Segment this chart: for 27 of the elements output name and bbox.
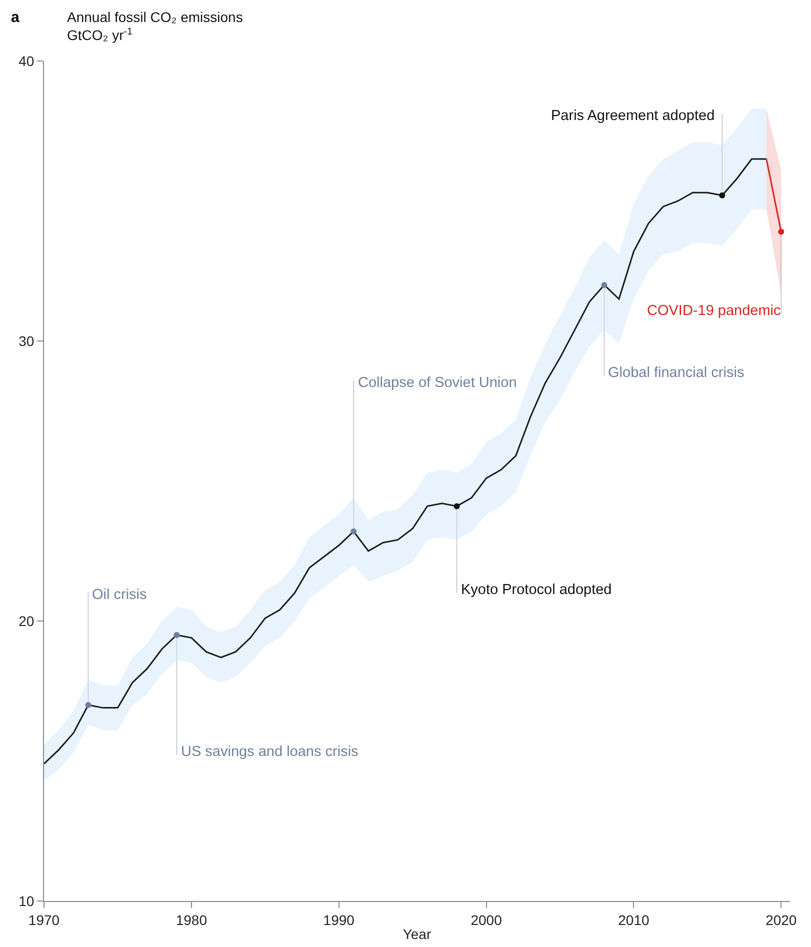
- x-tick-label: 1980: [176, 912, 208, 928]
- point: [174, 632, 180, 638]
- y-tick-label: 10: [18, 892, 34, 909]
- point: [350, 528, 357, 534]
- y-tick-label: 20: [18, 612, 34, 629]
- x-tick-label: 1970: [28, 912, 60, 928]
- annotation: Paris Agreement adopted: [551, 108, 715, 124]
- point: [719, 192, 726, 198]
- annotation: Oil crisis: [92, 587, 147, 603]
- point: [601, 282, 608, 288]
- chart-title: a: [11, 9, 20, 26]
- x-tick-label: 2010: [618, 912, 650, 928]
- y-tick-label: 40: [18, 52, 34, 69]
- annotation: US savings and loans crisis: [181, 744, 358, 760]
- annotation: Global financial crisis: [608, 365, 744, 381]
- annotation: Collapse of Soviet Union: [358, 375, 517, 391]
- annotation: Kyoto Protocol adopted: [461, 582, 612, 598]
- x-tick-label: 2020: [766, 912, 797, 928]
- y-tick-label: 30: [18, 332, 34, 349]
- point: [85, 702, 92, 708]
- point: [454, 503, 460, 510]
- point: [778, 228, 784, 235]
- x-axis-title: Year: [402, 926, 432, 942]
- annotation: COVID-19 pandemic: [647, 303, 781, 319]
- x-tick-label: 2000: [470, 912, 502, 928]
- x-tick-label: 1990: [323, 912, 355, 928]
- y-axis-title: Annual fossil CO₂ emissions GtCO₂ yr$^{-1}$: [67, 9, 243, 44]
